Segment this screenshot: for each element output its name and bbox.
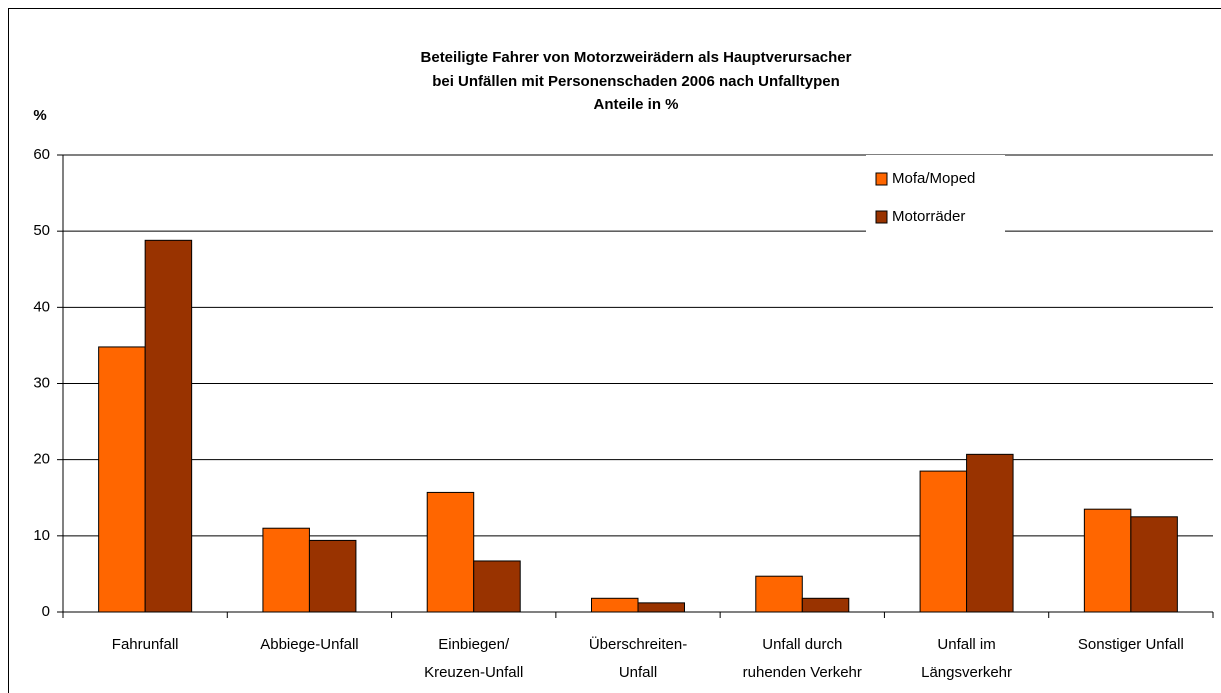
bar [144, 239, 193, 613]
chart-title: bei Unfällen mit Personenschaden 2006 na… [432, 73, 840, 90]
x-tick-label: Kreuzen-Unfall [424, 664, 523, 681]
bar [755, 575, 803, 613]
x-tick-label: Unfall im [937, 636, 995, 653]
bar [1083, 508, 1132, 613]
legend-label: Mofa/Moped [892, 170, 975, 187]
chart-frame [8, 8, 1221, 693]
bar [308, 539, 357, 613]
y-tick-label: 30 [33, 374, 50, 391]
bar [801, 597, 850, 613]
y-tick-label: 0 [42, 603, 50, 620]
y-tick-label: 10 [33, 527, 50, 544]
x-tick-label: Einbiegen/ [438, 636, 510, 653]
x-tick-label: Sonstiger Unfall [1078, 636, 1184, 653]
y-tick-label: 20 [33, 451, 50, 468]
bar [966, 453, 1014, 613]
bar [637, 602, 685, 613]
x-tick-label: Abbiege-Unfall [260, 636, 358, 653]
x-tick-label: Unfall durch [762, 636, 842, 653]
y-tick-label: 50 [33, 222, 50, 239]
y-tick-label: 60 [33, 146, 50, 163]
chart-title: Beteiligte Fahrer von Motorzweirädern al… [421, 49, 852, 66]
legend-swatch [875, 172, 888, 186]
x-tick-label: ruhenden Verkehr [743, 664, 862, 681]
y-tick-label: 40 [33, 298, 50, 315]
bar [1130, 516, 1178, 613]
legend-swatch [875, 210, 888, 224]
chart-title: Anteile in % [593, 96, 678, 113]
x-tick-label: Überschreiten- [589, 635, 687, 653]
bar [98, 346, 146, 613]
legend-box [866, 155, 1005, 232]
y-axis-label: % [33, 107, 46, 124]
bar [591, 597, 639, 613]
x-tick-label: Unfall [619, 664, 657, 681]
bar [262, 527, 310, 613]
bar [426, 491, 475, 613]
legend-label: Motorräder [892, 208, 965, 225]
x-tick-label: Fahrunfall [112, 636, 179, 653]
bar [919, 470, 968, 613]
x-tick-label: Längsverkehr [921, 664, 1012, 681]
bar [473, 560, 521, 613]
